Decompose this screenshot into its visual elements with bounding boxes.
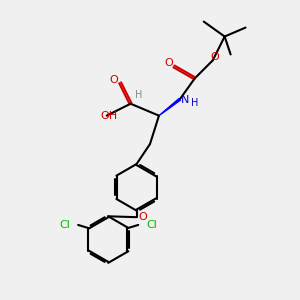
Text: O: O: [139, 212, 148, 222]
Text: H: H: [135, 90, 142, 100]
Text: H: H: [190, 98, 198, 108]
Text: O: O: [110, 75, 118, 85]
Text: O: O: [164, 58, 173, 68]
Text: N: N: [181, 95, 189, 105]
Text: Cl: Cl: [146, 220, 157, 230]
Text: OH: OH: [100, 111, 117, 121]
Text: Cl: Cl: [59, 220, 70, 230]
Text: O: O: [210, 52, 219, 62]
Polygon shape: [159, 98, 181, 116]
